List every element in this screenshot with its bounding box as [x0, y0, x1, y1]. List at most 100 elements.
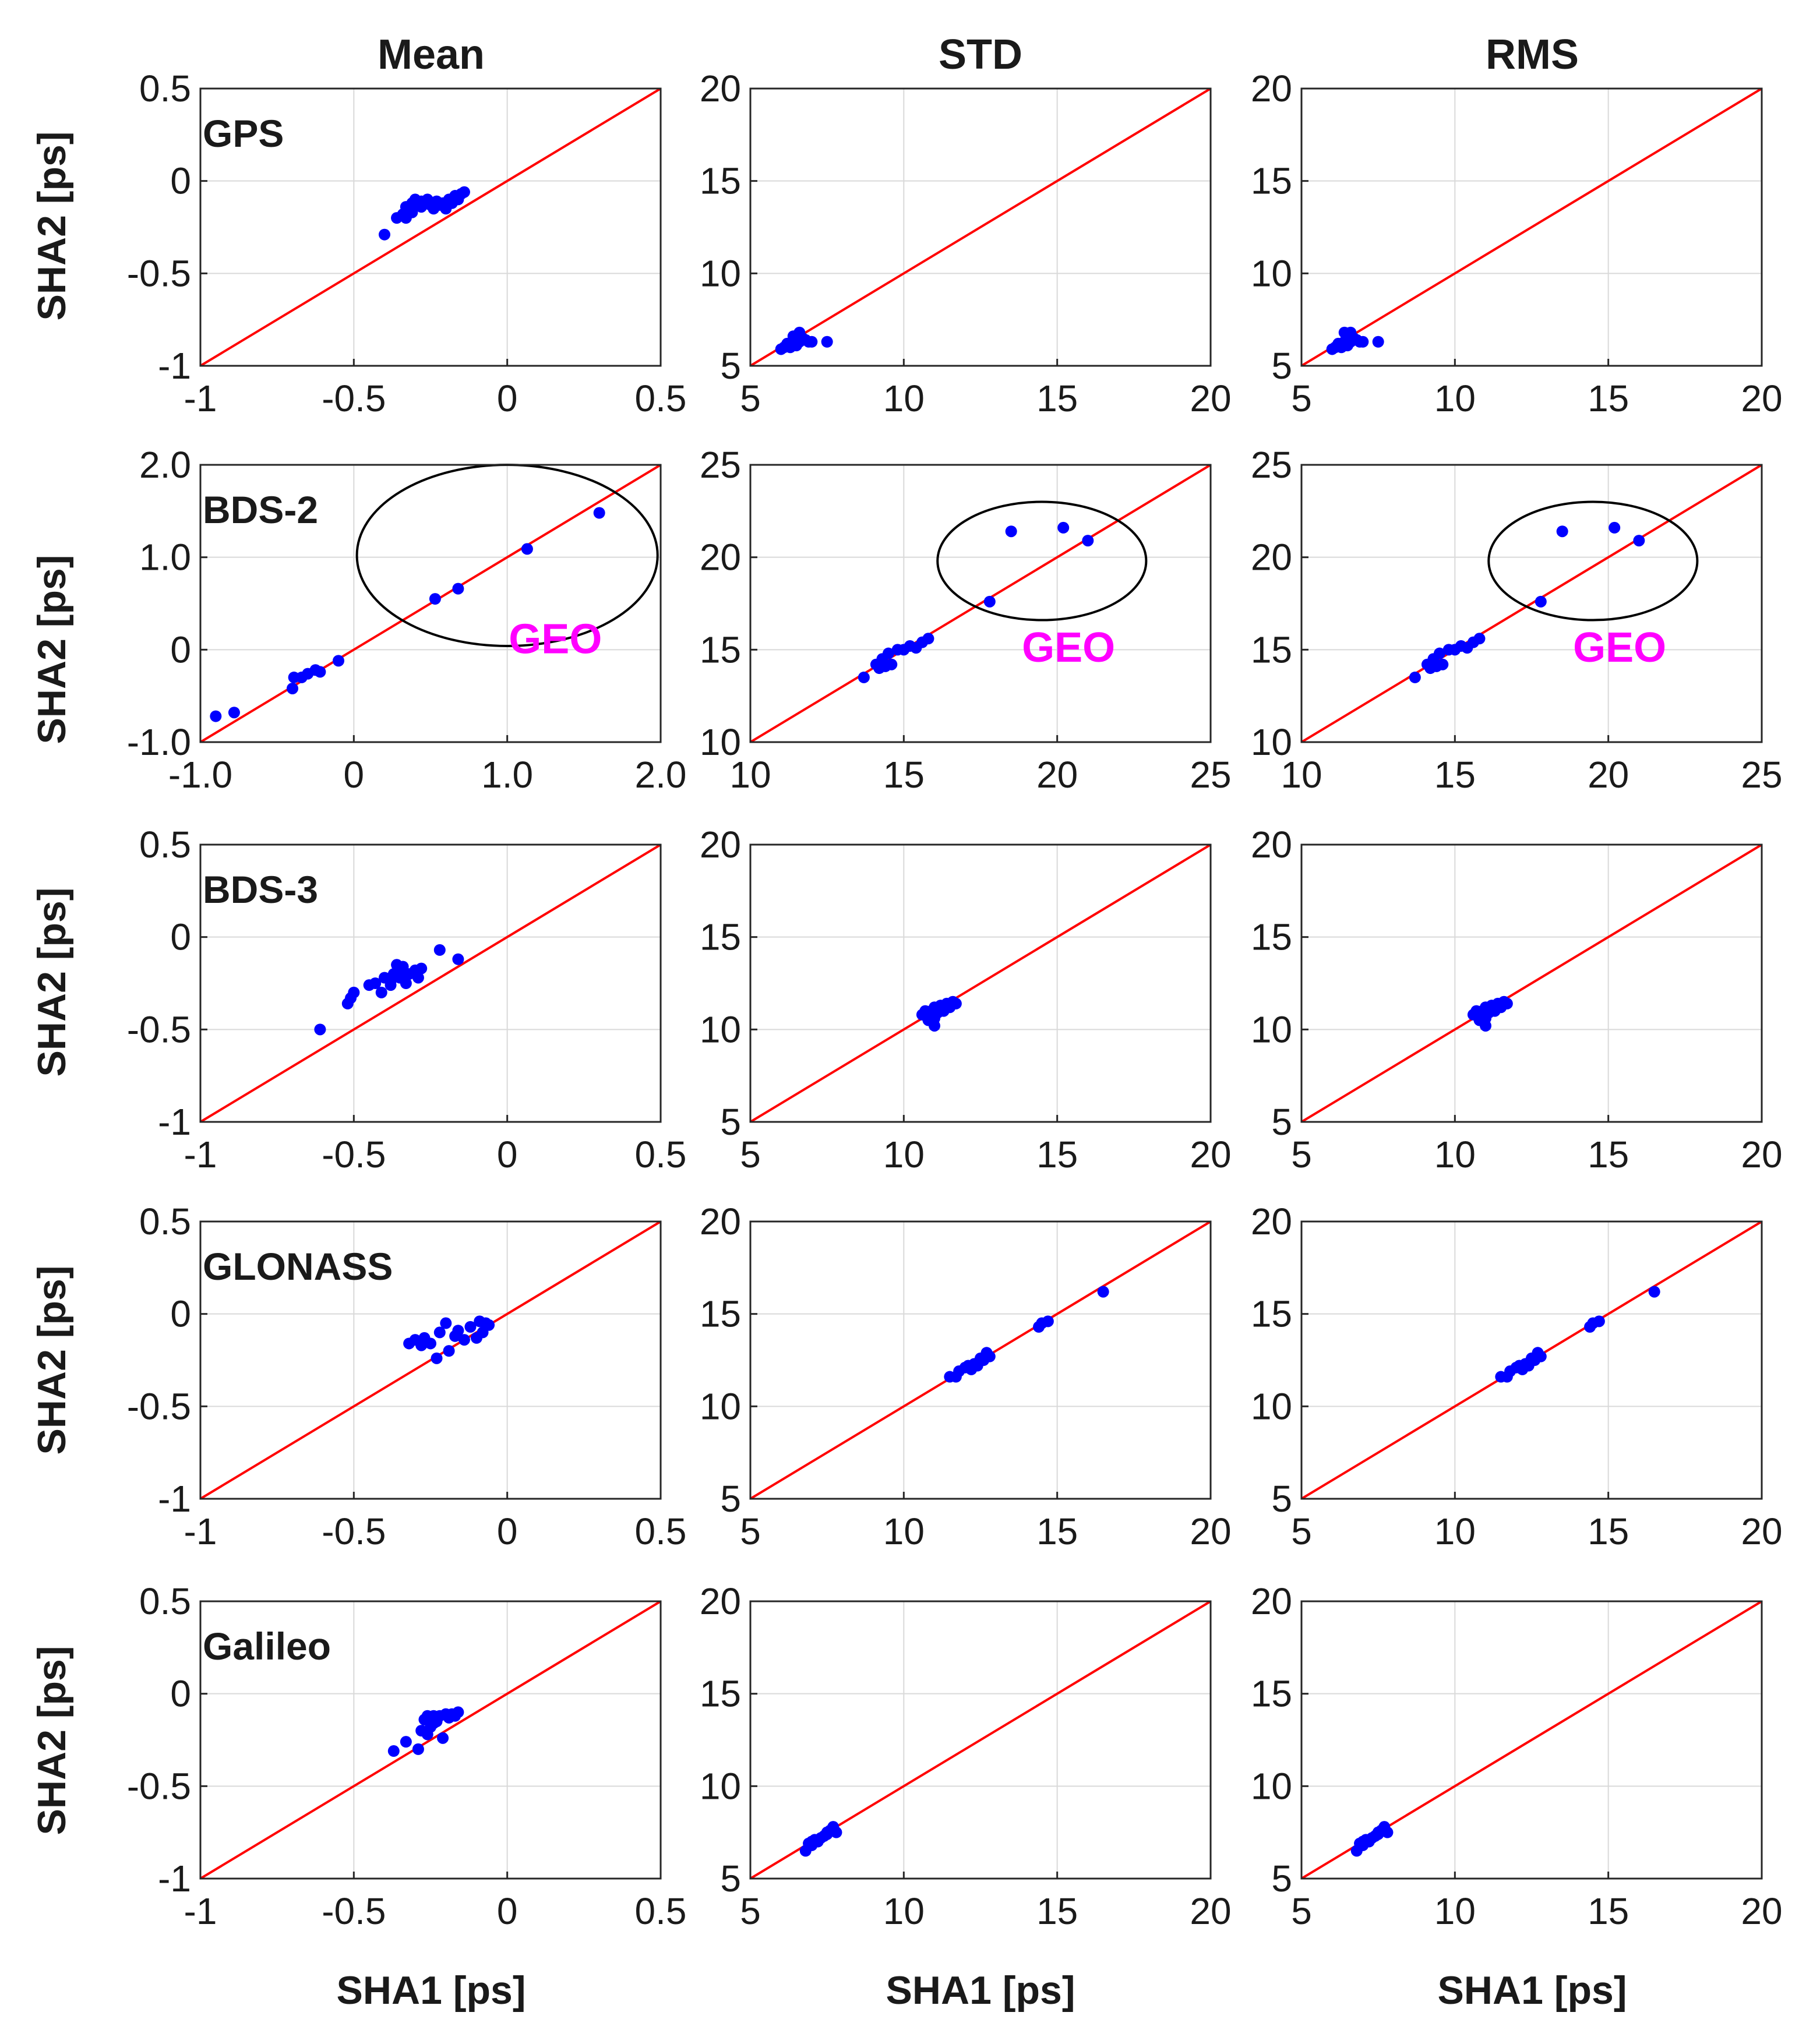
data-point — [228, 707, 240, 719]
y-tick-label: 0 — [170, 629, 191, 670]
y-tick-label: 0.5 — [139, 1580, 191, 1622]
data-point — [1372, 1828, 1384, 1840]
y-tick-label: 5 — [720, 1858, 741, 1900]
y-tick-label: 10 — [700, 1008, 741, 1050]
data-point — [1057, 521, 1070, 534]
x-tick-label: 20 — [1741, 1510, 1782, 1552]
data-point — [1381, 1826, 1394, 1838]
x-tick-label: 25 — [1190, 754, 1231, 796]
x-tick-label: 0 — [497, 1510, 518, 1552]
y-tick-label: 5 — [1271, 345, 1292, 387]
plot-area-gps-rms — [1301, 89, 1762, 366]
x-tick-label: 20 — [1741, 1890, 1782, 1932]
axes-box — [749, 1600, 1212, 1880]
data-point — [787, 330, 799, 343]
y-tick-label: 15 — [1251, 916, 1292, 958]
x-tick-label: 20 — [1588, 754, 1629, 796]
system-label-glonass: GLONASS — [203, 1245, 393, 1288]
x-axis-label-rms: SHA1 [ps] — [1438, 1968, 1627, 2013]
column-title-rms: RMS — [1486, 31, 1579, 78]
reference-line — [1301, 845, 1762, 1122]
data-point — [1005, 525, 1017, 538]
data-point — [314, 1023, 326, 1036]
x-tick-label: 5 — [740, 1134, 761, 1175]
x-tick-label: 10 — [883, 1890, 925, 1932]
data-point — [400, 977, 412, 989]
x-axis-label-mean: SHA1 [ps] — [337, 1968, 526, 2013]
y-tick-label: 20 — [1251, 1201, 1292, 1242]
x-tick-label: 15 — [1036, 1890, 1078, 1932]
x-tick-label: 10 — [1434, 377, 1476, 419]
panel-glonass-std: 5 10 15 20 5 10 15 20 — [700, 1201, 1232, 1552]
reference-line — [750, 845, 1211, 1122]
axes-box — [199, 1600, 662, 1880]
y-axis-label-bds3: SHA2 [ps] — [30, 888, 74, 1077]
axes-box — [1300, 87, 1763, 367]
x-tick-label: 0 — [497, 1890, 518, 1932]
y-tick-label: 25 — [700, 444, 741, 486]
reference-line — [200, 89, 661, 366]
y-tick-label: 20 — [700, 824, 741, 866]
x-tick-label: 15 — [1434, 754, 1476, 796]
x-tick-label: 20 — [1190, 1890, 1231, 1932]
data-point — [397, 961, 409, 973]
panel-gps-rms: 5 10 15 20 5 10 15 20 — [1251, 68, 1783, 419]
x-tick-label: 25 — [1741, 754, 1782, 796]
reference-line — [1301, 465, 1762, 742]
x-tick-label: -1 — [184, 1510, 217, 1552]
data-point — [1480, 1012, 1491, 1025]
x-tick-label: -1.0 — [168, 754, 232, 796]
data-point — [369, 977, 382, 989]
data-point — [821, 1828, 833, 1840]
y-tick-label: 5 — [720, 345, 741, 387]
x-tick-label: 15 — [1036, 377, 1078, 419]
x-axis-label-std: SHA1 [ps] — [886, 1968, 1075, 2013]
y-tick-label: 20 — [1251, 824, 1292, 866]
data-point — [425, 1337, 436, 1350]
data-point — [210, 710, 222, 722]
data-point — [1097, 1286, 1109, 1298]
data-point — [412, 1743, 424, 1755]
data-point — [1437, 658, 1449, 670]
x-tick-label: 15 — [1588, 377, 1629, 419]
data-point — [1409, 671, 1421, 683]
axes-box — [1300, 1600, 1763, 1880]
axes-box — [749, 1220, 1212, 1500]
y-tick-label: 10 — [1251, 1765, 1292, 1807]
plot-area-gps-std — [750, 89, 1211, 366]
panels: -1 -0.5 0 0.5 -1 -0.5 0 0.5 GPS 5 10 15 20 5 10 15 20 5 10… — [127, 68, 1783, 1932]
data-point — [387, 1745, 400, 1757]
y-tick-label: 25 — [1251, 444, 1292, 486]
data-point — [412, 972, 424, 984]
x-tick-label: 10 — [1434, 1890, 1476, 1932]
data-point — [348, 986, 360, 998]
x-tick-label: 5 — [740, 1510, 761, 1552]
x-tick-label: 0 — [497, 1134, 518, 1175]
panel-gps-mean: -1 -0.5 0 0.5 -1 -0.5 0 0.5 GPS — [127, 68, 687, 419]
x-tick-label: -0.5 — [322, 377, 386, 419]
data-point — [1372, 336, 1384, 348]
data-point — [464, 1321, 477, 1333]
plot-area-glonass-rms — [1301, 1222, 1762, 1499]
plot-area-bds2-std — [750, 465, 1211, 742]
reference-line — [200, 465, 661, 742]
axes-box — [749, 464, 1212, 743]
data-point — [379, 228, 390, 241]
plot-area-bds2-rms — [1301, 465, 1762, 742]
y-tick-label: 15 — [700, 160, 741, 202]
y-tick-label: 0 — [170, 160, 191, 202]
reference-line — [200, 1222, 661, 1499]
data-point — [1535, 595, 1547, 608]
data-point — [1473, 633, 1486, 645]
y-tick-label: 10 — [1251, 1008, 1292, 1050]
data-point — [883, 647, 894, 659]
geo-label: GEO — [1022, 624, 1115, 671]
axes-box — [749, 843, 1212, 1123]
y-tick-label: 10 — [700, 1765, 741, 1807]
x-tick-label: 0.5 — [635, 1510, 687, 1552]
x-tick-label: -0.5 — [322, 1890, 386, 1932]
x-tick-label: 5 — [740, 1890, 761, 1932]
y-tick-label: 0 — [170, 916, 191, 958]
data-point — [1633, 535, 1645, 547]
data-point — [458, 186, 470, 198]
